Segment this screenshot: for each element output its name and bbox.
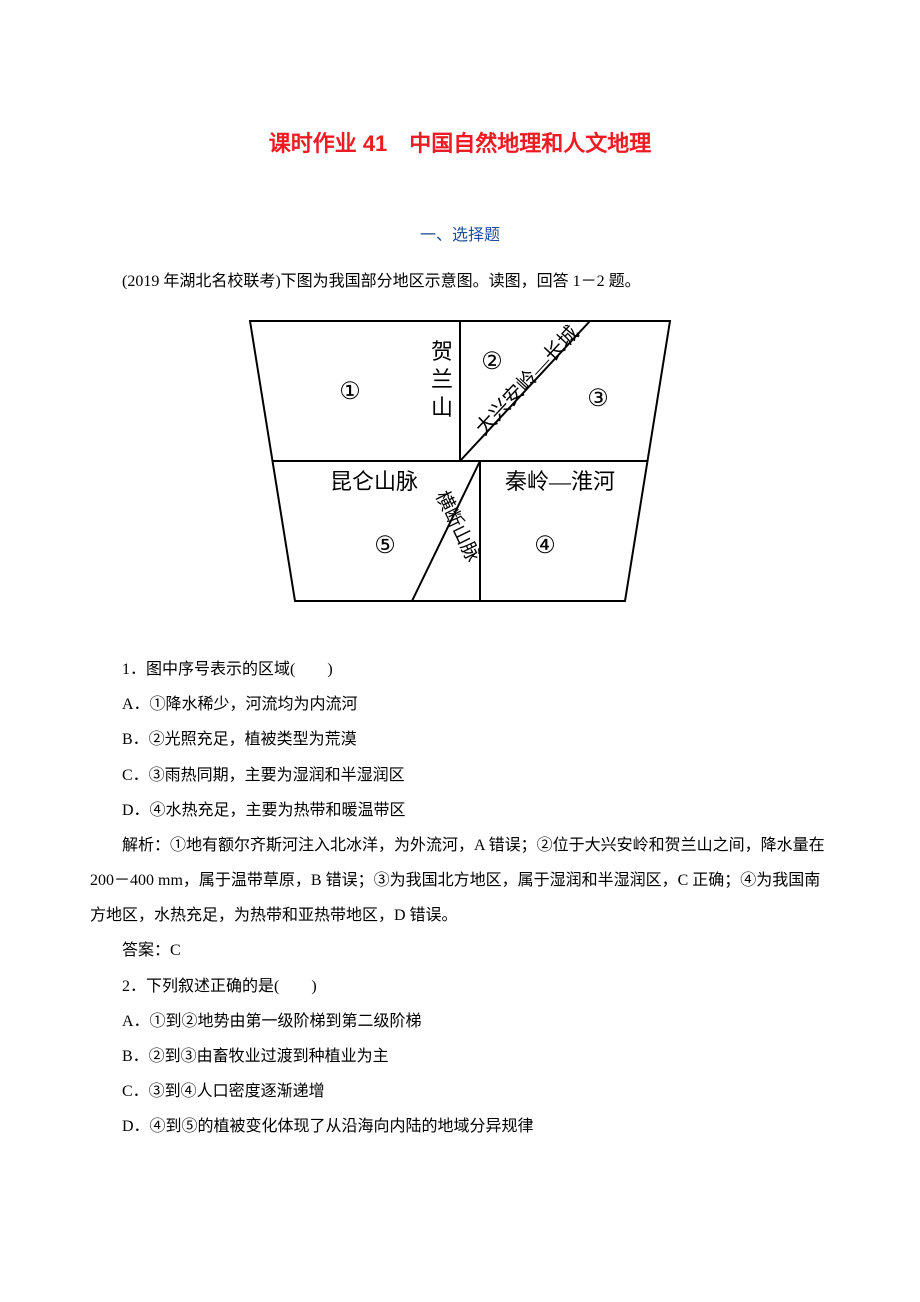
q1-stem: 1．图中序号表示的区域( ) <box>90 652 830 687</box>
q2-stem: 2．下列叙述正确的是( ) <box>90 969 830 1004</box>
region-svg: ①②③④⑤贺兰山大兴安岭—长城昆仑山脉秦岭—淮河横断山脉 <box>190 311 730 611</box>
svg-text:②: ② <box>481 349 503 375</box>
q2-option-c: C．③到④人口密度逐渐递增 <box>90 1074 830 1109</box>
svg-text:秦岭—淮河: 秦岭—淮河 <box>505 469 615 494</box>
svg-text:③: ③ <box>587 386 609 412</box>
section-heading: 一、选择题 <box>90 218 830 253</box>
q1-option-d: D．④水热充足，主要为热带和暖温带区 <box>90 793 830 828</box>
q2-option-b: B．②到③由畜牧业过渡到种植业为主 <box>90 1039 830 1074</box>
lesson-title: 课时作业 41 中国自然地理和人文地理 <box>90 120 830 168</box>
svg-text:①: ① <box>339 379 361 405</box>
svg-text:贺: 贺 <box>431 339 453 364</box>
q1-answer: 答案：C <box>90 933 830 968</box>
svg-text:④: ④ <box>534 533 556 559</box>
svg-text:兰: 兰 <box>431 367 453 392</box>
q2-option-a: A．①到②地势由第一级阶梯到第二级阶梯 <box>90 1004 830 1039</box>
q1-explanation: 解析：①地有额尔齐斯河注入北冰洋，为外流河，A 错误；②位于大兴安岭和贺兰山之间… <box>90 828 830 934</box>
intro-text: (2019 年湖北名校联考)下图为我国部分地区示意图。读图，回答 1－2 题。 <box>90 264 830 299</box>
q1-option-b: B．②光照充足，植被类型为荒漠 <box>90 722 830 757</box>
q1-option-a: A．①降水稀少，河流均为内流河 <box>90 687 830 722</box>
svg-text:山: 山 <box>431 395 453 420</box>
svg-text:昆仑山脉: 昆仑山脉 <box>330 469 418 494</box>
q2-option-d: D．④到⑤的植被变化体现了从沿海向内陆的地域分异规律 <box>90 1109 830 1144</box>
diagram-container: ①②③④⑤贺兰山大兴安岭—长城昆仑山脉秦岭—淮河横断山脉 <box>90 311 830 624</box>
page: 课时作业 41 中国自然地理和人文地理 一、选择题 (2019 年湖北名校联考)… <box>0 0 920 1205</box>
region-diagram: ①②③④⑤贺兰山大兴安岭—长城昆仑山脉秦岭—淮河横断山脉 <box>190 311 730 624</box>
q1-option-c: C．③雨热同期，主要为湿润和半湿润区 <box>90 758 830 793</box>
svg-text:⑤: ⑤ <box>374 533 396 559</box>
